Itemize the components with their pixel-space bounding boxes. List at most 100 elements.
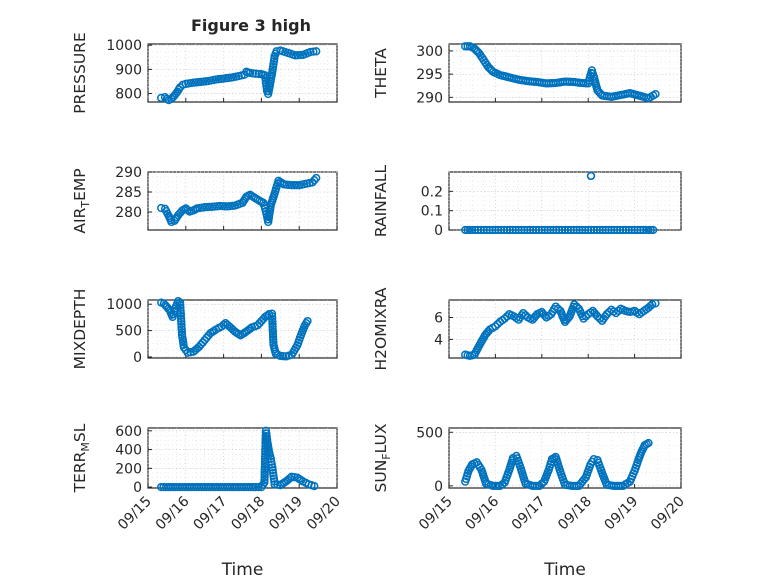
data-point	[526, 225, 535, 235]
data-point	[260, 465, 269, 474]
data-point	[586, 225, 596, 235]
data-point	[205, 202, 214, 212]
subplot-grid: 800 900 1000 PRESSURE 290 295 300 THETA 280 285 29…	[71, 32, 688, 580]
data-point	[505, 225, 515, 235]
data-point	[292, 181, 301, 190]
data-point	[268, 317, 277, 326]
y-tick-label: 1000	[106, 297, 142, 313]
data-point	[543, 225, 552, 235]
data-point	[175, 298, 185, 307]
y-axis-label: MIXDEPTH	[71, 289, 89, 370]
data-point	[251, 69, 260, 78]
data-point	[177, 317, 186, 326]
x-tick-label: 09/17	[509, 494, 549, 534]
y-tick-label: 285	[115, 185, 142, 201]
data-point	[470, 225, 480, 235]
data-point	[254, 482, 263, 492]
data-point	[560, 225, 570, 235]
data-point	[517, 225, 526, 235]
data-point	[618, 225, 628, 235]
y-tick-label: 295	[416, 67, 443, 83]
data-point	[644, 438, 653, 448]
data-point	[579, 314, 588, 323]
data-point	[268, 332, 278, 342]
x-tick-label: 09/15	[115, 494, 155, 534]
y-axis-label: SUNFLUX	[372, 423, 393, 492]
y-tick-label: 280	[115, 205, 142, 221]
x-tick-label: 09/16	[462, 493, 502, 533]
data-point	[473, 225, 483, 235]
subplot-1: 800 900 1000 PRESSURE	[71, 32, 338, 114]
data-point	[468, 225, 477, 235]
data-point	[491, 322, 500, 331]
data-point	[613, 225, 622, 235]
data-point	[499, 225, 509, 235]
data-point	[312, 173, 321, 183]
data-point	[530, 481, 539, 491]
axes-frame	[147, 427, 338, 489]
data-point	[508, 225, 517, 235]
y-tick-label: 0	[133, 480, 142, 496]
data-point	[511, 225, 520, 235]
data-point	[176, 303, 185, 313]
y-axis-label-rest: LUX	[372, 423, 390, 453]
data-point	[514, 225, 523, 235]
data-point	[575, 225, 584, 235]
data-point	[309, 47, 318, 56]
data-point	[563, 225, 573, 235]
y-tick-label: 290	[115, 165, 142, 181]
data-point	[572, 225, 581, 235]
y-tick-label: 0.1	[421, 204, 443, 220]
data-point	[177, 327, 187, 337]
data-point	[306, 47, 315, 57]
data-point	[563, 314, 573, 323]
data-point	[262, 435, 272, 444]
y-tick-label: 800	[115, 87, 142, 103]
data-point	[651, 89, 660, 99]
x-tick-label: 09/20	[304, 494, 344, 534]
data-point	[589, 225, 599, 235]
y-axis-label: AIRTEMP	[71, 168, 92, 233]
data-point	[551, 302, 560, 311]
data-point	[485, 225, 494, 235]
data-point	[260, 478, 269, 487]
y-tick-label: 1000	[106, 38, 142, 54]
data-point	[615, 225, 625, 235]
y-tick-label: 0	[133, 350, 142, 366]
y-axis-label-subscript: T	[79, 201, 92, 209]
data-point	[246, 482, 256, 492]
data-point	[534, 225, 544, 235]
data-point	[535, 481, 544, 491]
y-tick-label: 900	[115, 62, 142, 78]
data-point	[636, 225, 645, 235]
data-point	[251, 482, 260, 492]
y-axis-label: RAINFALL	[372, 164, 390, 237]
y-tick-label: 400	[115, 443, 142, 459]
data-point	[500, 314, 509, 323]
y-tick-label: 500	[416, 425, 443, 441]
data-point	[497, 225, 506, 235]
data-point	[604, 225, 613, 235]
y-tick-label: 290	[416, 90, 443, 106]
data-point	[248, 69, 258, 78]
data-point	[520, 225, 529, 235]
data-point	[540, 225, 549, 235]
y-axis-label: TERRMSL	[71, 423, 92, 493]
data-point	[649, 225, 658, 235]
data-point	[176, 311, 186, 321]
data-point	[611, 308, 621, 318]
data-point	[183, 205, 192, 215]
data-point	[519, 308, 528, 318]
data-point	[310, 176, 319, 185]
data-point	[633, 225, 642, 235]
y-axis-label-subscript: M	[79, 442, 92, 452]
data-point	[488, 225, 497, 235]
data-point	[176, 314, 186, 323]
x-tick-label: 09/18	[228, 494, 268, 534]
y-axis-label-rest: SL	[71, 423, 89, 442]
data-point	[476, 225, 486, 235]
data-point	[260, 467, 269, 477]
x-axis-label: Time	[221, 560, 264, 580]
